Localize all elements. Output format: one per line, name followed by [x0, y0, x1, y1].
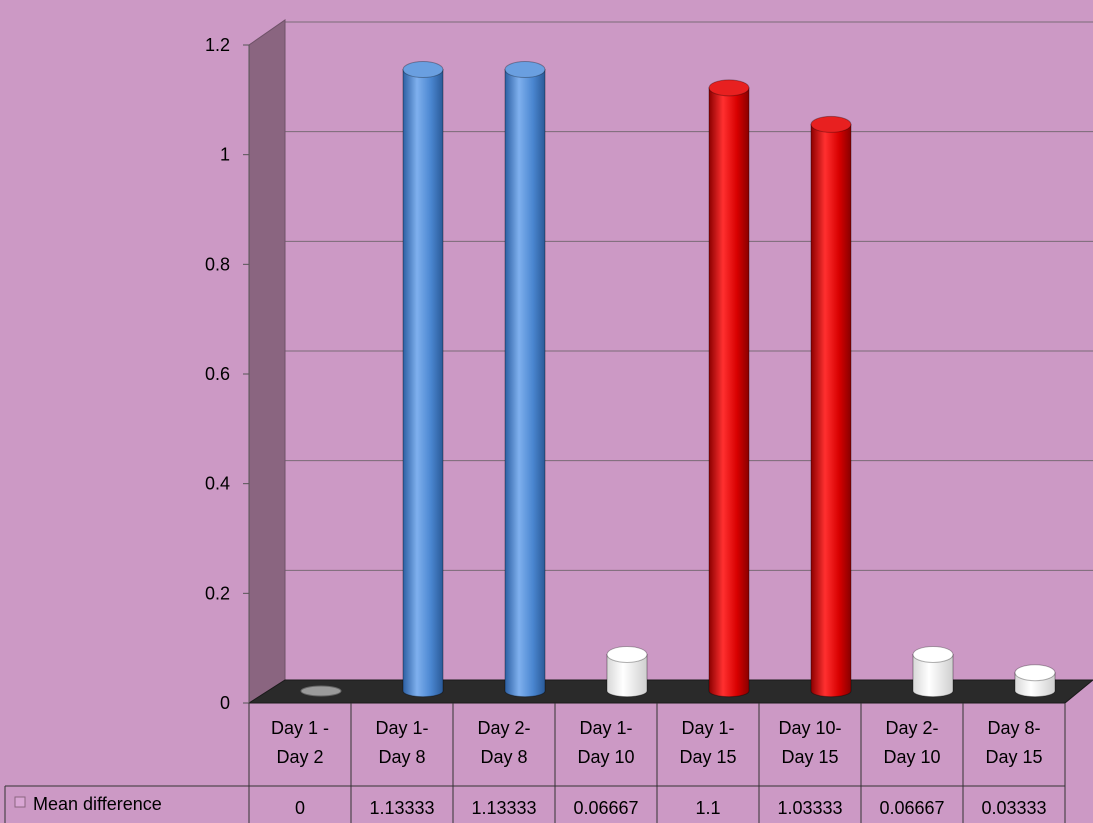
bar-body [606, 653, 648, 698]
data-table: Mean difference Day 1 - Day 2 0 Day 1- Day 8… [4, 703, 1066, 823]
bar-top [810, 115, 852, 133]
y-axis: 0 0.2 0.4 0.6 0.8 1 1.2 [205, 35, 249, 713]
chart-floor [247, 679, 1093, 704]
legend-label: Mean difference [33, 794, 162, 814]
data-label: 0.06667 [573, 798, 638, 818]
y-tick-label: 0 [220, 693, 230, 713]
x-tick-label: Day 10 [577, 747, 634, 767]
x-tick-label: Day 2- [477, 718, 530, 738]
data-label: 1.13333 [471, 798, 536, 818]
bar-top [504, 61, 546, 79]
bar [810, 115, 852, 698]
x-tick-label: Day 10- [778, 718, 841, 738]
bar [1014, 664, 1056, 698]
x-tick-label: Day 10 [883, 747, 940, 767]
bar-top [606, 645, 648, 663]
y-tick-label: 0.2 [205, 583, 230, 603]
x-tick-label: Day 8 [378, 747, 425, 767]
x-tick-label: Day 15 [985, 747, 1042, 767]
x-tick-label: Day 1- [375, 718, 428, 738]
bar-body [402, 69, 444, 698]
bar-top [912, 645, 954, 663]
data-label: 0.03333 [981, 798, 1046, 818]
legend-entry: Mean difference [14, 794, 162, 814]
x-tick-label: Day 8 [480, 747, 527, 767]
x-tick-label: Day 1 - [271, 718, 329, 738]
y-tick-label: 0.6 [205, 364, 230, 384]
x-tick-label: Day 1- [579, 718, 632, 738]
x-tick-label: Day 8- [987, 718, 1040, 738]
bar [504, 61, 546, 698]
y-tick-label: 0.8 [205, 254, 230, 274]
bar-top [300, 685, 342, 697]
bar-body [810, 123, 852, 698]
y-tick-label: 1.2 [205, 35, 230, 55]
bar [912, 645, 954, 698]
x-tick-label: Day 2 [276, 747, 323, 767]
legend-key [14, 796, 26, 808]
x-tick-label: Day 2- [885, 718, 938, 738]
x-tick-label: Day 15 [781, 747, 838, 767]
bar [300, 685, 342, 697]
data-label: 1.13333 [369, 798, 434, 818]
gridlines [248, 21, 1093, 594]
bar [708, 79, 750, 698]
bar-top [402, 61, 444, 79]
x-tick-label: Day 15 [679, 747, 736, 767]
bar-top [1014, 664, 1056, 682]
y-tick-label: 1 [220, 145, 230, 165]
data-label: 1.03333 [777, 798, 842, 818]
y-tick-label: 0.4 [205, 474, 230, 494]
data-label: 0 [295, 798, 305, 818]
bar [606, 645, 648, 698]
bar-top [708, 79, 750, 97]
left-side-wall [248, 19, 286, 704]
bars [300, 61, 1056, 698]
x-tick-label: Day 1- [681, 718, 734, 738]
data-label: 0.06667 [879, 798, 944, 818]
bar-body [708, 87, 750, 698]
bar-body [504, 69, 546, 698]
data-label: 1.1 [695, 798, 720, 818]
bar-body [912, 653, 954, 698]
bar [402, 61, 444, 698]
